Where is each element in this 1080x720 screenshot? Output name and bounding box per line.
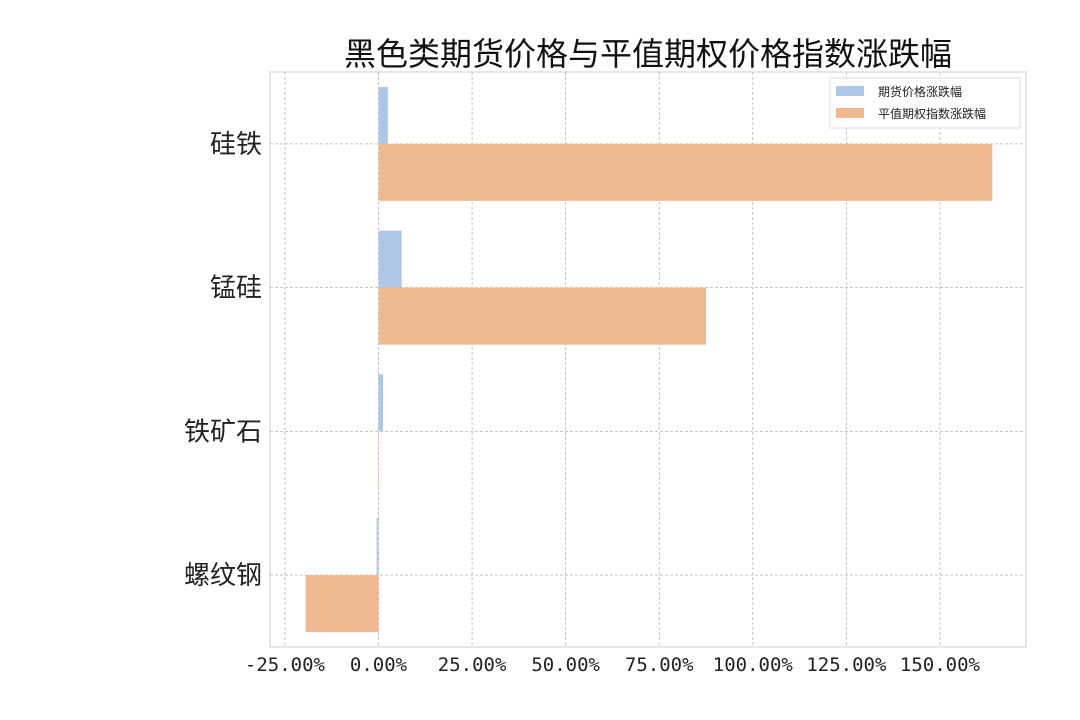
plot-frame bbox=[269, 71, 1027, 648]
category-label: 螺纹钢 bbox=[184, 561, 262, 591]
x-tick-label: 100.00% bbox=[713, 654, 794, 676]
bar-options-2 bbox=[378, 431, 380, 489]
legend-swatch-futures bbox=[836, 86, 864, 96]
bar-options-1 bbox=[378, 287, 707, 345]
x-tick-label: 50.00% bbox=[531, 654, 600, 676]
bar-options-3 bbox=[305, 575, 379, 633]
category-label: 铁矿石 bbox=[184, 417, 262, 447]
x-tick-label: 75.00% bbox=[625, 654, 694, 676]
legend-box bbox=[829, 77, 1021, 129]
chart-title: 黑色类期货价格与平值期权价格指数涨跌幅 bbox=[344, 35, 952, 73]
legend-swatch-options bbox=[836, 108, 864, 118]
bar-futures-1 bbox=[378, 230, 402, 288]
x-tick-label: 150.00% bbox=[900, 654, 981, 676]
legend-label-futures: 期货价格涨跌幅 bbox=[878, 84, 962, 99]
x-tick-label: -25.00% bbox=[245, 654, 326, 676]
legend-label-options: 平值期权指数涨跌幅 bbox=[878, 106, 986, 121]
x-axis-labels: -25.00% 0.00% 25.00% 50.00% 75.00% 100.00% 125… bbox=[245, 654, 981, 676]
bar-futures-3 bbox=[376, 518, 379, 576]
bars bbox=[305, 86, 993, 633]
category-label: 锰硅 bbox=[210, 274, 262, 304]
category-label: 硅铁 bbox=[210, 130, 262, 160]
legend: 期货价格涨跌幅 平值期权指数涨跌幅 bbox=[829, 77, 1021, 129]
bar-options-0 bbox=[378, 143, 993, 201]
x-tick-label: 25.00% bbox=[438, 654, 507, 676]
x-tick-label: 0.00% bbox=[350, 654, 408, 676]
x-tick-label: 125.00% bbox=[806, 654, 887, 676]
bar-futures-0 bbox=[378, 86, 388, 144]
bar-futures-2 bbox=[378, 374, 384, 432]
